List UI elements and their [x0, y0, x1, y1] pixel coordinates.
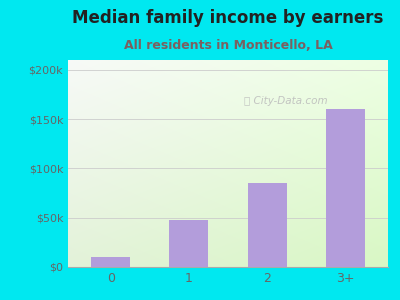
- Bar: [326, 109, 364, 267]
- Text: Median family income by earners: Median family income by earners: [72, 9, 384, 27]
- Bar: [92, 257, 130, 267]
- Text: All residents in Monticello, LA: All residents in Monticello, LA: [124, 39, 332, 52]
- Text: ⓘ City-Data.com: ⓘ City-Data.com: [244, 96, 328, 106]
- Bar: [170, 220, 208, 267]
- Bar: [248, 183, 286, 267]
